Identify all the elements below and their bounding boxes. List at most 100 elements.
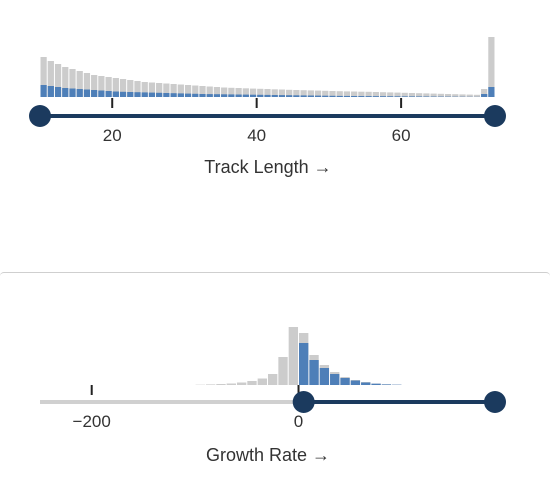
bar-selected xyxy=(351,381,360,386)
x-tick-label: 60 xyxy=(392,126,411,145)
bar-selected xyxy=(84,90,90,98)
bar-selected xyxy=(402,96,408,97)
bar-total xyxy=(431,94,437,97)
bar-selected xyxy=(409,96,415,97)
slider-handle-max[interactable] xyxy=(484,105,506,127)
bar-selected xyxy=(308,96,314,98)
bar-selected xyxy=(228,94,234,97)
bar-selected xyxy=(163,93,169,97)
bar-selected xyxy=(423,97,429,98)
bar-selected xyxy=(309,360,318,385)
bar-total xyxy=(237,383,246,386)
bar-selected xyxy=(257,95,263,97)
bar-selected xyxy=(149,93,155,97)
bar-selected xyxy=(98,91,104,98)
bar-selected xyxy=(361,383,370,386)
bar-selected xyxy=(106,91,112,97)
bar-selected xyxy=(272,95,278,97)
bar-selected xyxy=(91,90,97,97)
bar-selected xyxy=(320,368,329,385)
bar-selected xyxy=(156,93,162,97)
track-length-range-slider[interactable] xyxy=(29,105,506,127)
bar-selected xyxy=(366,96,372,97)
track-length-histogram: 20 40 60 Track Length → xyxy=(0,0,550,200)
bar-total xyxy=(416,93,422,97)
bar-selected xyxy=(120,92,126,97)
bar-selected xyxy=(127,92,133,97)
bar-selected xyxy=(481,94,487,97)
bar-total xyxy=(423,93,429,97)
bar-selected xyxy=(337,96,343,97)
track-length-axis-label: Track Length → xyxy=(204,157,331,177)
bar-selected xyxy=(134,92,140,97)
bar-total xyxy=(474,95,480,97)
bar-selected xyxy=(62,88,68,97)
slider-handle-min[interactable] xyxy=(29,105,51,127)
bar-selected xyxy=(286,95,292,97)
bar-selected xyxy=(293,95,299,97)
bar-total xyxy=(268,374,277,385)
bar-selected xyxy=(77,89,83,97)
track-length-bars xyxy=(41,37,495,97)
bar-selected xyxy=(387,96,393,97)
bar-selected xyxy=(394,96,400,97)
bar-selected xyxy=(322,96,328,97)
bar-selected xyxy=(214,94,220,97)
bar-selected xyxy=(315,96,321,97)
bar-selected xyxy=(301,95,307,97)
bar-total xyxy=(247,381,256,385)
bar-selected xyxy=(69,89,75,98)
bar-selected xyxy=(279,95,285,97)
bar-selected xyxy=(250,95,256,97)
bar-total xyxy=(438,94,444,97)
bar-total xyxy=(206,384,215,385)
bar-total xyxy=(216,384,225,385)
bar-selected xyxy=(243,95,249,97)
bar-selected xyxy=(340,378,349,385)
bar-selected xyxy=(382,384,391,385)
bar-selected xyxy=(344,96,350,97)
bar-selected xyxy=(380,96,386,97)
bar-selected xyxy=(207,94,213,97)
bar-selected xyxy=(55,87,61,97)
bar-selected xyxy=(221,94,227,97)
x-tick-label: 20 xyxy=(103,126,122,145)
bar-selected xyxy=(113,92,119,98)
slider-handle-max[interactable] xyxy=(484,391,506,413)
x-tick-label: 0 xyxy=(294,412,303,431)
track-length-axis: 20 40 60 xyxy=(103,98,411,145)
bar-total xyxy=(289,327,298,385)
bar-total xyxy=(467,95,473,97)
bar-selected xyxy=(171,93,177,97)
bar-selected xyxy=(142,92,148,97)
bar-selected xyxy=(351,96,357,97)
bar-total xyxy=(278,357,287,385)
bar-total xyxy=(227,384,236,386)
track-length-filter: 20 40 60 Track Length → xyxy=(0,0,550,262)
bar-total xyxy=(452,94,458,97)
bar-total xyxy=(258,379,267,386)
bar-selected xyxy=(236,95,242,98)
growth-rate-range-slider[interactable] xyxy=(40,391,506,413)
bar-selected xyxy=(48,86,54,97)
slider-handle-min[interactable] xyxy=(293,391,315,413)
bar-selected xyxy=(192,94,198,97)
growth-rate-axis-label: Growth Rate → xyxy=(206,445,330,465)
bar-selected xyxy=(371,384,380,385)
bar-selected xyxy=(185,94,191,97)
bar-selected xyxy=(41,85,47,97)
bar-selected xyxy=(264,95,270,97)
growth-rate-bars xyxy=(196,327,402,385)
bar-selected xyxy=(416,96,422,97)
bar-selected xyxy=(329,96,335,97)
bar-selected xyxy=(299,343,308,385)
bar-selected xyxy=(330,374,339,385)
bar-selected xyxy=(199,94,205,97)
bar-selected xyxy=(358,96,364,97)
bar-selected xyxy=(488,87,494,97)
bar-total xyxy=(445,94,451,97)
x-tick-label: 40 xyxy=(247,126,266,145)
bar-total xyxy=(459,94,465,97)
